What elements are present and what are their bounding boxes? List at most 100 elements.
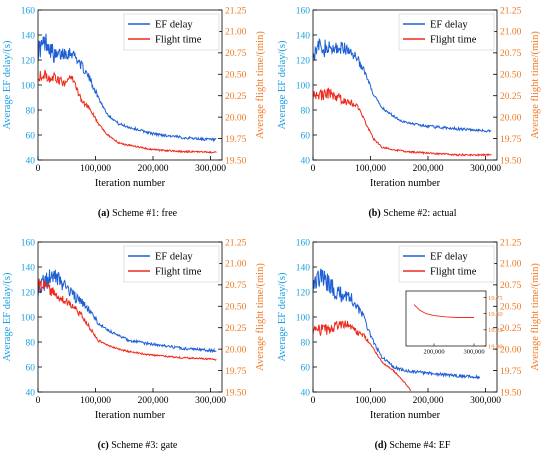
caption-d: (d) Scheme #4: EF [275,440,550,451]
inset-chart: 200,000 300,000 19.00 19.25 19.50 19.75 [405,290,503,356]
series-line-ef-delay [38,33,217,143]
y-tick-label: 40 [26,156,36,166]
caption-a: (a) Scheme #1: free [0,208,275,219]
y2-tick-label: 19.50 [500,388,522,398]
x-tick-label: 200,000 [413,164,444,174]
y2-tick-label: 21.25 [500,238,522,248]
caption-letter: (c) [97,440,109,451]
legend-label-flight-time: Flight time [155,267,202,278]
x-tick-label: 100,000 [355,396,386,406]
y-tick-label: 80 [301,338,311,348]
y2-tick-label: 21.25 [225,6,247,16]
series-line-flight-time [38,278,217,361]
y-tick-label: 40 [26,388,36,398]
y2-tick-label: 20.00 [500,345,522,355]
series-line-flight-time [313,87,492,157]
chart-panel-d: 0 100,000 200,000 300,000 40 60 80 100 120 140 160… [277,238,541,421]
y2-tick-label: 20.50 [500,303,522,313]
y2-tick-label: 20.75 [500,49,522,59]
x-axis-label: Iteration number [95,410,166,421]
y-axis-label: Average EF delay/(s) [2,40,13,130]
caption-text: Scheme #1: free [109,208,178,219]
series-line-ef-delay [38,269,217,354]
y2-tick-label: 20.25 [500,92,522,102]
y-tick-label: 40 [301,388,311,398]
y2-tick-label: 19.50 [500,156,522,166]
y-tick-label: 140 [296,31,311,41]
y2-tick-label: 20.75 [225,49,247,59]
y2-tick-label: 21.25 [225,238,247,248]
x-tick-label: 300,000 [195,164,226,174]
y-tick-label: 60 [26,363,36,373]
x-tick-label: 0 [36,396,41,406]
y-tick-label: 80 [301,106,311,116]
y-tick-label: 160 [296,238,311,248]
legend-label-ef-delay: EF delay [155,20,193,31]
legend-label-ef-delay: EF delay [155,252,193,263]
y-tick-label: 160 [296,6,311,16]
legend-label-flight-time: Flight time [155,35,202,46]
y2-tick-label: 19.75 [225,135,247,145]
y2-tick-label: 20.50 [500,71,522,81]
x-tick-label: 100,000 [80,396,111,406]
y2-tick-label: 21.00 [225,28,247,38]
inset-y-tick-label: 19.75 [488,295,503,302]
y-axis-label: Average EF delay/(s) [277,40,288,130]
y-tick-label: 60 [301,131,311,141]
y-tick-label: 120 [296,288,311,298]
chart-panel-b: 0 100,000 200,000 300,000 40 60 80 100 120 140 160… [277,6,541,189]
x-tick-label: 0 [311,164,316,174]
y-tick-label: 160 [21,6,36,16]
legend-box [123,245,220,283]
y-tick-label: 120 [21,288,36,298]
y-tick-label: 140 [21,31,36,41]
caption-text: Scheme #4: EF [386,440,451,451]
y2-tick-label: 20.25 [225,324,247,334]
y2-axis-label: Average flight time/(min) [255,263,266,371]
caption-letter: (b) [368,208,381,219]
y-tick-label: 100 [21,81,36,91]
legend-label-ef-delay: EF delay [430,20,468,31]
y2-tick-label: 21.00 [225,260,247,270]
y-tick-label: 80 [26,106,36,116]
y-tick-label: 60 [301,363,311,373]
caption-b: (b) Scheme #2: actual [275,208,550,219]
inset-frame [405,290,487,347]
y2-axis-label: Average flight time/(min) [255,31,266,139]
y2-tick-label: 21.00 [500,28,522,38]
y-tick-label: 40 [301,156,311,166]
inset-series-line [413,304,474,318]
caption-letter: (a) [97,208,110,219]
chart-panel-a: 0 100,000 200,000 300,000 40 60 80 100 120 140 160… [2,6,266,189]
y2-tick-label: 20.75 [500,281,522,291]
y2-tick-label: 20.50 [225,71,247,81]
x-tick-label: 300,000 [470,396,501,406]
legend-label-ef-delay: EF delay [430,252,468,263]
y-tick-label: 140 [21,263,36,273]
y-tick-label: 120 [296,56,311,66]
x-tick-label: 200,000 [138,164,169,174]
y-axis-label: Average EF delay/(s) [277,272,288,362]
y-tick-label: 160 [21,238,36,248]
legend-label-flight-time: Flight time [430,35,477,46]
x-tick-label: 100,000 [80,164,111,174]
y2-axis-label: Average flight time/(min) [530,263,541,371]
inset-x-tick-label: 200,000 [423,349,444,356]
caption-c: (c) Scheme #3: gate [0,440,275,451]
y-tick-label: 100 [21,313,36,323]
series-line-ef-delay [313,268,481,380]
series-line-flight-time [313,320,411,391]
y2-tick-label: 19.50 [225,156,247,166]
inset-y-tick-label: 19.25 [488,327,503,334]
y2-tick-label: 20.00 [500,113,522,123]
x-tick-label: 200,000 [413,396,444,406]
y2-tick-label: 20.75 [225,281,247,291]
x-tick-label: 300,000 [195,396,226,406]
y-tick-label: 60 [26,131,36,141]
y2-tick-label: 20.00 [225,345,247,355]
series-line-ef-delay [313,37,492,133]
y2-tick-label: 20.00 [225,113,247,123]
y-tick-label: 80 [26,338,36,348]
caption-text: Scheme #3: gate [108,440,178,451]
